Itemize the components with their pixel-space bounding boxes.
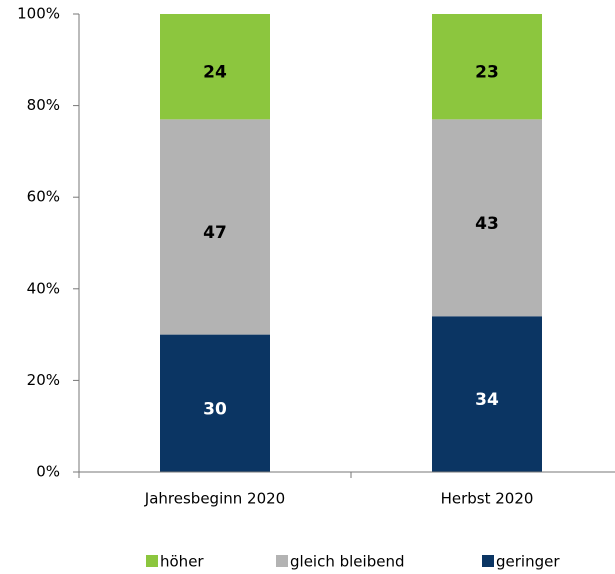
x-tick-label: Herbst 2020 (441, 490, 534, 508)
legend-swatch (276, 555, 288, 567)
legend-label: höher (160, 553, 204, 571)
y-tick-label: 0% (36, 463, 60, 481)
legend-label: geringer (496, 553, 560, 571)
y-tick-label: 100% (17, 5, 60, 23)
bar-segment (432, 316, 542, 472)
legend-label: gleich bleibend (290, 553, 404, 571)
y-tick-label: 20% (27, 371, 60, 389)
legend-swatch (482, 555, 494, 567)
value-label: 34 (475, 390, 499, 410)
bar-segment (432, 119, 542, 317)
y-tick-label: 60% (27, 188, 60, 206)
value-label: 30 (203, 399, 227, 419)
x-tick-label: Jahresbeginn 2020 (144, 490, 285, 508)
bar-segment (160, 334, 270, 472)
bar-segment (160, 14, 270, 120)
y-tick-label: 80% (27, 96, 60, 114)
bar-segment (432, 14, 542, 120)
legend-swatch (146, 555, 158, 567)
value-label: 24 (203, 63, 227, 83)
value-label: 23 (475, 63, 499, 83)
y-tick-label: 40% (27, 279, 60, 297)
value-label: 43 (475, 214, 499, 234)
bar-segment (160, 119, 270, 335)
value-label: 47 (203, 223, 227, 243)
plot-area (160, 14, 542, 472)
